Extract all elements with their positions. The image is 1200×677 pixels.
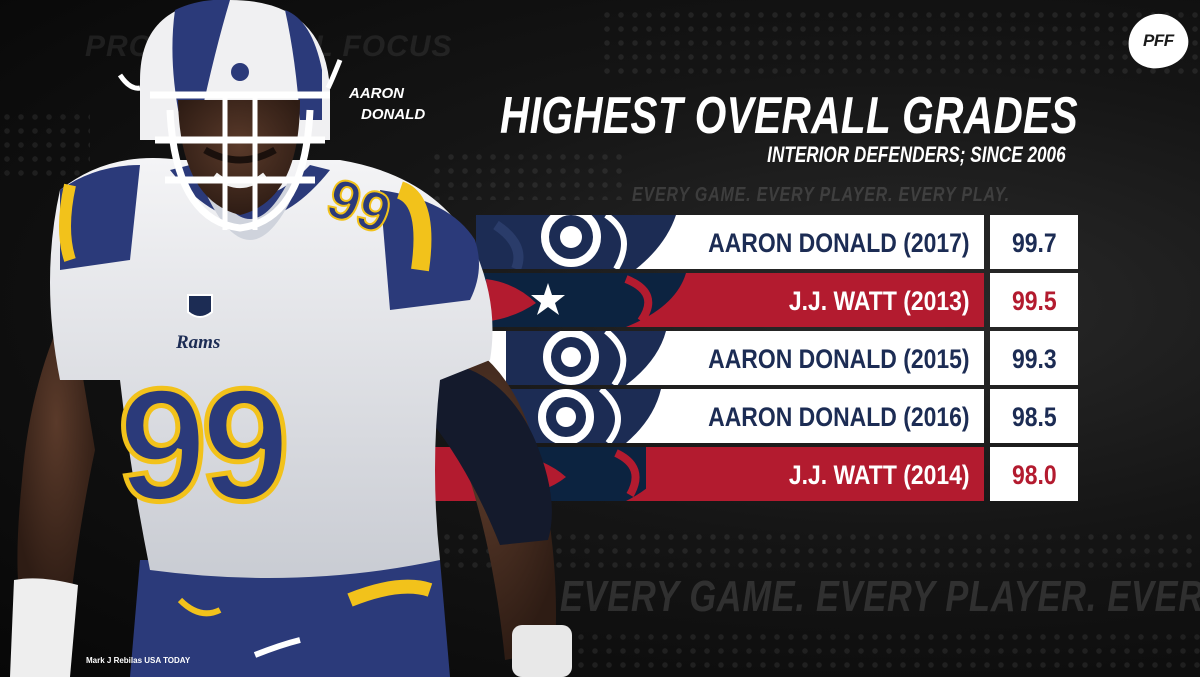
ranking-grade: 98.0 (990, 447, 1078, 501)
ranking-grade: 99.7 (990, 215, 1078, 269)
ranking-player-label: J.J. WATT (2013) (789, 286, 970, 316)
player-last-name: DONALD (361, 106, 426, 123)
ranking-grade-value: 99.3 (1011, 344, 1057, 374)
graphic-subtitle: INTERIOR DEFENDERS; SINCE 2006 (767, 142, 1066, 167)
ranking-grade: 99.3 (990, 331, 1078, 385)
ranking-grade: 99.5 (990, 273, 1078, 327)
ranking-player-label: AARON DONALD (2015) (708, 344, 970, 374)
background-slogan-large: EVERY GAME. EVERY PLAYER. EVERY PLAY. (560, 572, 1200, 621)
ranking-grade-value: 99.7 (1011, 228, 1057, 258)
pff-logo-text: PFF (1142, 31, 1174, 51)
ranking-player-label: AARON DONALD (2017) (708, 228, 970, 258)
rams-horn-logo-icon (506, 389, 661, 443)
ranking-bar: AARON DONALD (2015) (476, 331, 984, 385)
ranking-grade-value: 98.5 (1011, 402, 1057, 432)
ranking-player-label: AARON DONALD (2016) (708, 402, 970, 432)
ranking-bar: AARON DONALD (2016) (476, 389, 984, 443)
ranking-bar: AARON DONALD (2017) (476, 215, 984, 269)
player-photo: Rams 99 99 (10, 0, 572, 677)
background-dot-pattern (430, 150, 630, 200)
jersey-number: 99 (118, 355, 285, 534)
ranking-bar: J.J. WATT (2013) (476, 273, 984, 327)
background-dot-pattern (0, 110, 90, 180)
background-dot-pattern (560, 630, 1200, 670)
ranking-grade-value: 99.5 (1011, 286, 1057, 316)
player-first-name: AARON (349, 85, 404, 102)
ranking-grade-value: 98.0 (1011, 460, 1057, 490)
ranking-row: AARON DONALD (2016) 98.5 (0, 389, 1200, 443)
ranking-grade: 98.5 (990, 389, 1078, 443)
rams-horn-logo-icon (506, 331, 666, 385)
ranking-row: J.J. WATT (2013) 99.5 (0, 273, 1200, 327)
background-dot-pattern (440, 530, 1200, 570)
texans-bull-logo-icon (476, 273, 686, 327)
ranking-row: AARON DONALD (2015) 99.3 (0, 331, 1200, 385)
background-slogan-small: EVERY GAME. EVERY PLAYER. EVERY PLAY. (632, 184, 1010, 206)
ranking-row: AARON DONALD (2017) 99.7 (0, 215, 1200, 269)
jersey-team-wordmark: Rams (175, 332, 220, 353)
player-name-caption: AARON DONALD (349, 83, 425, 125)
photo-credit: Mark J Rebilas USA TODAY (86, 656, 191, 665)
ranking-player-label: J.J. WATT (2014) (789, 460, 970, 490)
rams-horn-logo-icon (476, 215, 676, 269)
background-dot-pattern (600, 8, 1200, 78)
graphic-title: HIGHEST OVERALL GRADES (500, 87, 1078, 145)
